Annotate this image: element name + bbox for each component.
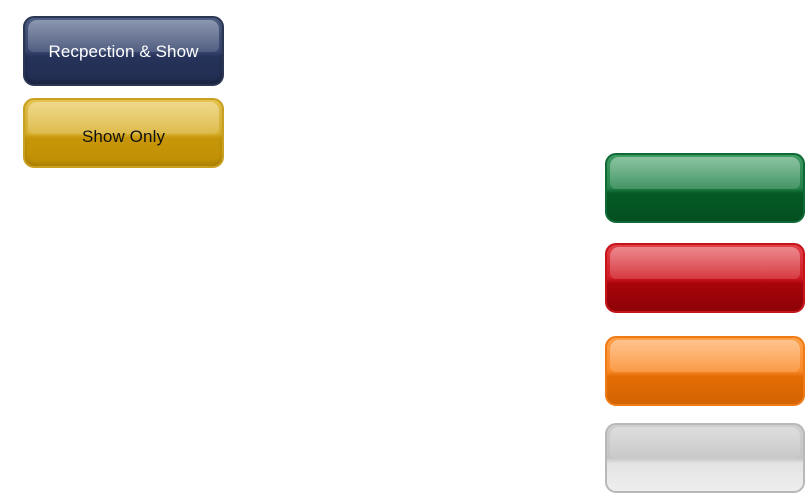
button-gloss <box>610 157 800 189</box>
reception-and-show-label: Recpection & Show <box>48 42 199 61</box>
red-button[interactable] <box>605 243 805 313</box>
button-gloss <box>610 340 800 372</box>
green-button[interactable] <box>605 153 805 223</box>
orange-button[interactable] <box>605 336 805 406</box>
button-gloss <box>610 427 800 459</box>
button-gloss <box>610 247 800 279</box>
show-only-label: Show Only <box>81 127 166 146</box>
reception-and-show-button[interactable]: Recpection & Show <box>23 16 224 86</box>
show-only-button[interactable]: Show Only <box>23 98 224 168</box>
silver-button[interactable] <box>605 423 805 493</box>
